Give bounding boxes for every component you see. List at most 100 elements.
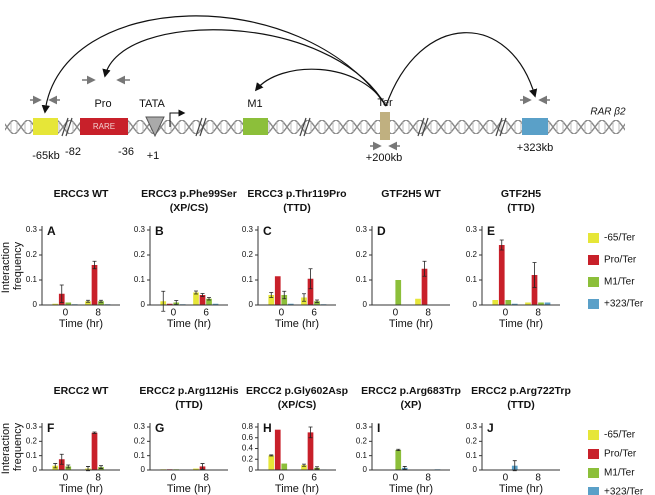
legend-label: Pro/Ter (604, 255, 637, 266)
bar (421, 268, 428, 305)
y-tick-label: 0.3 (356, 225, 368, 234)
y-tick-label: 0.8 (242, 422, 254, 431)
pos-label: +1 (147, 150, 160, 162)
bar (395, 449, 402, 470)
x-axis-label: Time (hr) (499, 318, 543, 330)
y-tick-label: 0.3 (134, 225, 146, 234)
legend-swatch (588, 299, 599, 309)
bar (281, 463, 288, 470)
chart-title: ERCC3 p.Thr119Pro (247, 188, 346, 200)
legend-swatch (588, 233, 599, 243)
panel-letter: D (377, 224, 386, 238)
legend-label: M1/Ter (604, 468, 635, 479)
x-tick-label: 8 (535, 308, 541, 319)
error-bar (92, 260, 97, 270)
chart-subtitle: (TTD) (175, 399, 202, 411)
error-bar (99, 465, 104, 469)
x-tick-label: 6 (311, 308, 317, 319)
error-bar (282, 290, 287, 300)
x-tick-label: 0 (279, 308, 285, 319)
bar (301, 465, 307, 470)
loops (41, 15, 538, 114)
y-tick-label: 0.3 (134, 422, 146, 431)
x-axis-label: Time (hr) (275, 318, 319, 330)
bar (91, 432, 98, 470)
y-tick-label: 0.4 (242, 444, 254, 453)
y-tick-label: 0 (249, 465, 254, 474)
y-tick-label: 0.3 (466, 225, 478, 234)
x-axis-label: Time (hr) (499, 483, 543, 495)
error-bar (499, 239, 504, 251)
y-tick-label: 0.2 (134, 250, 146, 259)
chart-title: ERCC2 WT (54, 385, 109, 397)
y-tick-label: 0 (33, 465, 38, 474)
bar (98, 301, 104, 305)
primers (30, 75, 550, 151)
chart-subtitle: (XP/CS) (170, 202, 209, 214)
y-tick-label: 0.1 (466, 451, 478, 460)
y-tick-label: 0.2 (134, 436, 146, 445)
error-bar (207, 297, 212, 301)
x-tick-label: 0 (63, 308, 69, 319)
y-tick-label: 0.2 (466, 250, 478, 259)
chart-subtitle: (XP) (401, 399, 422, 411)
panel-letter: C (263, 224, 272, 238)
error-bar (532, 262, 537, 288)
tata-box (145, 116, 165, 138)
x-tick-label: 8 (95, 473, 101, 484)
bar (498, 245, 505, 305)
x-tick-label: 6 (203, 308, 209, 319)
bar (525, 302, 531, 305)
x-tick-label: 0 (279, 473, 285, 484)
error-bar (92, 431, 97, 434)
y-tick-label: 0.3 (466, 422, 478, 431)
ter-box (380, 112, 390, 140)
x-tick-label: 0 (63, 473, 69, 484)
error-bar (396, 448, 401, 452)
x-axis-label: Time (hr) (167, 318, 211, 330)
y-tick-label: 0.3 (356, 422, 368, 431)
pos-label: -65kb (32, 150, 60, 162)
x-axis-label: Time (hr) (275, 483, 319, 495)
y-tick-label: 0.1 (242, 275, 254, 284)
y-tick-label: 0.2 (466, 436, 478, 445)
x-tick-label: 0 (503, 308, 509, 319)
error-bar (200, 463, 205, 470)
panel-letter: I (377, 421, 380, 435)
x-axis-label: Time (hr) (59, 483, 103, 495)
bar (85, 301, 91, 305)
bar (314, 301, 320, 305)
error-bar (302, 463, 307, 467)
panel-letter: F (47, 421, 54, 435)
y-tick-label: 0 (249, 300, 254, 309)
y-axis-label: Interaction frequency (0, 422, 24, 474)
m1-box (243, 118, 268, 135)
y-tick-label: 0 (473, 465, 478, 474)
tata-label: TATA (139, 98, 165, 110)
error-bar (315, 299, 320, 303)
error-bar (402, 466, 407, 470)
y-tick-label: 0.1 (134, 451, 146, 460)
bar (544, 302, 551, 305)
y-tick-label: 0.2 (242, 250, 254, 259)
legend-swatch (588, 468, 599, 478)
chart-subtitle: (XP/CS) (278, 399, 317, 411)
pos-label: -82 (65, 146, 81, 158)
legend-swatch (588, 255, 599, 265)
y-tick-label: 0.2 (26, 250, 38, 259)
diagram: RARE Pro TATA M1 Ter RAR β2 -65kb -82 -3… (5, 15, 626, 164)
region-323 (522, 118, 548, 135)
bar (505, 300, 512, 305)
y-tick-label: 0.1 (26, 451, 38, 460)
chart-subtitle: (TTD) (507, 202, 534, 214)
x-tick-label: 8 (425, 473, 431, 484)
y-tick-label: 0 (141, 300, 146, 309)
y-tick-label: 0.2 (26, 436, 38, 445)
bar (274, 276, 281, 305)
m1-label: M1 (247, 98, 262, 110)
x-tick-label: 8 (425, 308, 431, 319)
error-bar (53, 463, 58, 469)
y-tick-label: 0.1 (134, 275, 146, 284)
y-axis-label: Interaction frequency (0, 241, 24, 293)
legend-label: M1/Ter (604, 277, 635, 288)
